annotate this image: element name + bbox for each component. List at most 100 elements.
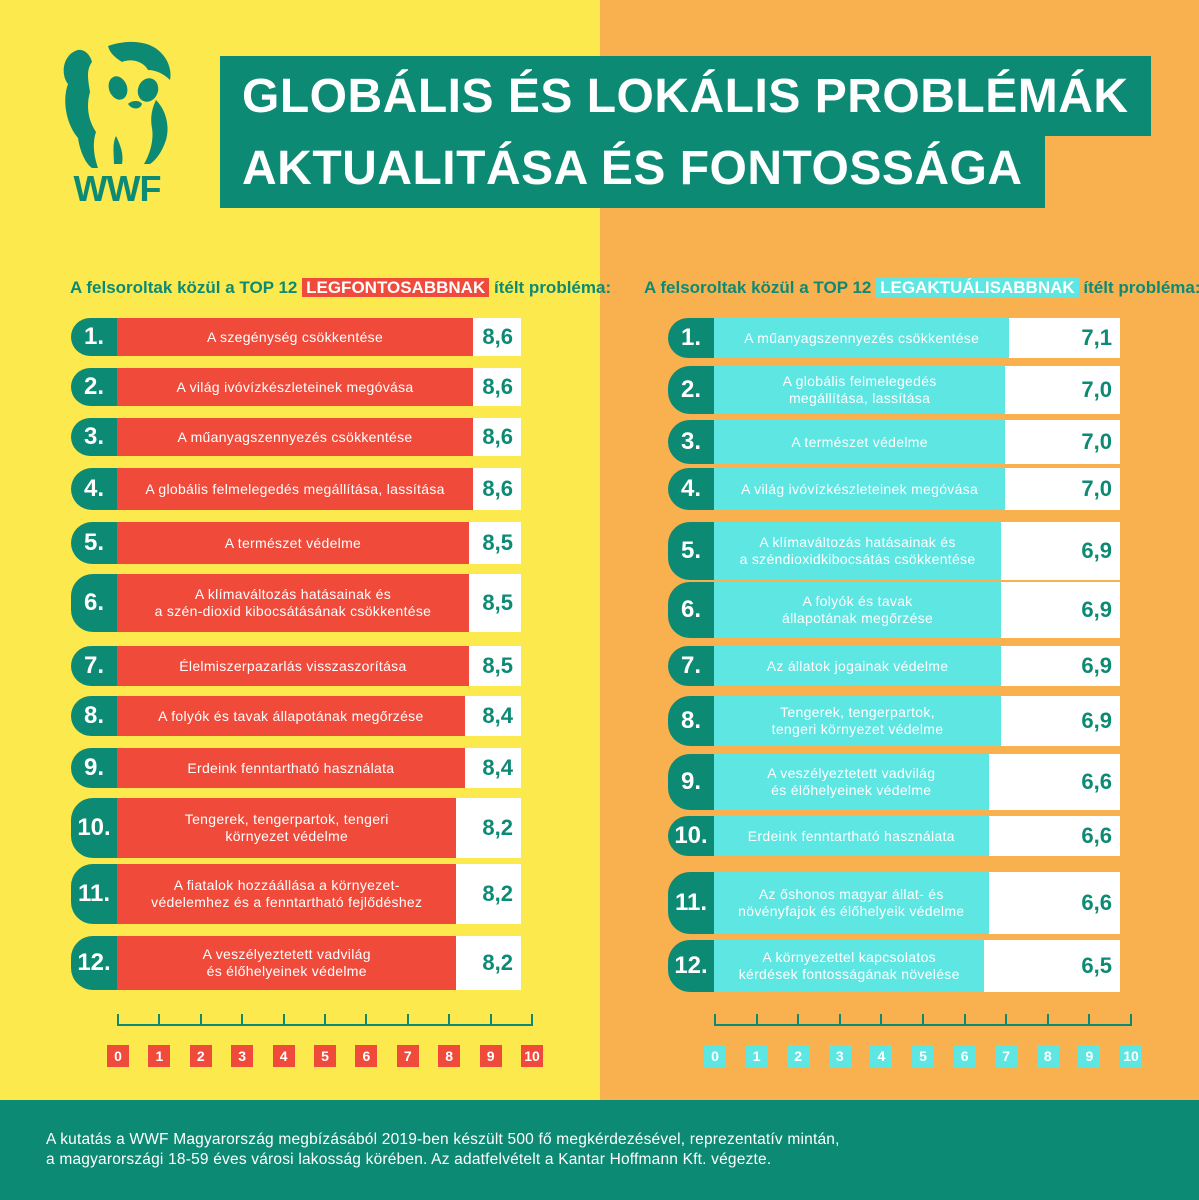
tick-label: 4 — [272, 1045, 295, 1067]
axis-tick — [199, 1014, 202, 1026]
axis-tick — [838, 1014, 841, 1026]
bar: A folyók és tavak állapotának megőrzése — [117, 696, 465, 736]
axis-tick — [797, 1014, 800, 1026]
value-label: 6,6 — [988, 754, 1120, 810]
panda-logo-icon — [58, 40, 178, 210]
tick-label: 8 — [1036, 1045, 1059, 1067]
axis-tick — [963, 1014, 966, 1026]
rank-label: 5. — [668, 522, 714, 580]
axis-tick — [880, 1014, 883, 1026]
bar: A folyók és tavak állapotának megőrzése — [714, 582, 1002, 638]
bar: A klímaváltozás hatásainak és a szén-dio… — [117, 574, 469, 632]
tick-label: 2 — [189, 1045, 212, 1067]
value-label: 8,2 — [456, 864, 521, 924]
tick-label: 7 — [396, 1045, 419, 1067]
bar-row: 11. Az őshonos magyar állat- és növényfaj… — [668, 872, 1120, 934]
bar-row: 7. Az állatok jogainak védelme 6,9 — [668, 646, 1120, 686]
bar: Erdeink fenntartható használata — [714, 816, 989, 856]
rank-label: 11. — [668, 872, 714, 934]
axis-tick — [365, 1014, 368, 1026]
bar: Tengerek, tengerpartok, tengeri környeze… — [117, 798, 457, 858]
logo-text: WWF — [73, 168, 162, 209]
value-label: 8,5 — [468, 646, 521, 686]
rank-label: 8. — [668, 696, 714, 746]
bar-row: 6. A folyók és tavak állapotának megőrzés… — [668, 582, 1120, 638]
bar-row: 10. Tengerek, tengerpartok, tengeri körny… — [71, 798, 521, 858]
bar: A globális felmelegedés megállítása, las… — [117, 468, 474, 510]
rank-label: 5. — [71, 522, 117, 564]
axis-tick — [241, 1014, 244, 1026]
bar-row: 4. A világ ivóvízkészleteinek megóvása 7,0 — [668, 468, 1120, 510]
bar-row: 8. Tengerek, tengerpartok, tengeri környe… — [668, 696, 1120, 746]
value-label: 8,5 — [468, 522, 521, 564]
value-label: 6,9 — [1001, 522, 1120, 580]
tick-label: 2 — [787, 1045, 810, 1067]
value-label: 6,9 — [1001, 646, 1120, 686]
bar-row: 7. Élelmiszerpazarlás visszaszorítása 8,5 — [71, 646, 521, 686]
rank-label: 3. — [71, 418, 117, 456]
axis-tick — [282, 1014, 285, 1026]
axis-tick — [1088, 1014, 1091, 1026]
bar-row: 1. A műanyagszennyezés csökkentése 7,1 — [668, 318, 1120, 358]
tick-label: 0 — [107, 1045, 129, 1067]
tick-label: 10 — [1120, 1045, 1142, 1067]
rank-label: 8. — [71, 696, 117, 736]
tick-label: 9 — [479, 1045, 502, 1067]
tick-label: 3 — [828, 1045, 851, 1067]
axis-tick — [922, 1014, 924, 1026]
axis-tick — [117, 1014, 119, 1026]
axis-tick — [324, 1014, 326, 1026]
bar: Tengerek, tengerpartok, tengeri környeze… — [714, 696, 1002, 746]
tick-label: 0 — [704, 1045, 726, 1067]
bar-row: 12. A környezettel kapcsolatos kérdések f… — [668, 940, 1120, 992]
bar: A globális felmelegedés megállítása, las… — [714, 366, 1006, 414]
axis-tick — [406, 1014, 409, 1026]
bar-row: 5. A klímaváltozás hatásainak és a széndi… — [668, 522, 1120, 580]
bar-row: 3. A műanyagszennyezés csökkentése 8,6 — [71, 418, 521, 456]
left-header-after: ítélt probléma: — [493, 278, 612, 297]
value-label: 6,6 — [988, 816, 1120, 856]
bar: A világ ivóvízkészleteinek megóvása — [714, 468, 1006, 510]
rank-label: 1. — [668, 318, 714, 358]
rank-label: 1. — [71, 318, 117, 356]
tick-label: 5 — [314, 1045, 336, 1067]
bar: A veszélyeztetett vadvilág és élőhelyein… — [117, 936, 457, 990]
page-title-line1: GLOBÁLIS ÉS LOKÁLIS PROBLÉMÁK — [220, 56, 1151, 136]
tick-label: 5 — [912, 1045, 934, 1067]
right-chart-header: A felsoroltak közül a TOP 12 LEGAKTUÁLIS… — [644, 276, 1199, 300]
left-header-before: A felsoroltak közül a TOP 12 — [70, 278, 298, 297]
footer-line1: A kutatás a WWF Magyarország megbízásábó… — [46, 1131, 840, 1148]
bar-row: 10. Erdeink fenntartható használata 6,6 — [668, 816, 1120, 856]
tick-label: 6 — [355, 1045, 378, 1067]
bar-row: 3. A természet védelme 7,0 — [668, 420, 1120, 464]
bar-row: 5. A természet védelme 8,5 — [71, 522, 521, 564]
bar: Erdeink fenntartható használata — [117, 748, 465, 788]
footer-line2: a magyarországi 18-59 éves városi lakoss… — [46, 1151, 772, 1168]
tick-label: 8 — [438, 1045, 461, 1067]
rank-label: 2. — [668, 366, 714, 414]
rank-label: 9. — [71, 748, 117, 788]
page-title-line2: AKTUALITÁSA ÉS FONTOSSÁGA — [220, 136, 1045, 208]
value-label: 6,6 — [988, 872, 1120, 934]
tick-label: 3 — [231, 1045, 254, 1067]
value-label: 8,6 — [473, 368, 521, 406]
x-axis — [117, 1012, 533, 1026]
bar-row: 6. A klímaváltozás hatásainak és a szén-d… — [71, 574, 521, 632]
rank-label: 3. — [668, 420, 714, 464]
bar-row: 1. A szegénység csökkentése 8,6 — [71, 318, 521, 356]
bar: A fiatalok hozzáállása a környezet- véde… — [117, 864, 457, 924]
bar: Az állatok jogainak védelme — [714, 646, 1002, 686]
tick-label: 7 — [995, 1045, 1018, 1067]
axis-tick — [714, 1014, 716, 1026]
rank-label: 10. — [71, 798, 117, 858]
left-chart-header: A felsoroltak közül a TOP 12 LEGFONTOSAB… — [70, 276, 611, 300]
tick-label: 1 — [148, 1045, 171, 1067]
rank-label: 4. — [668, 468, 714, 510]
x-axis — [714, 1012, 1132, 1026]
value-label: 7,0 — [1005, 366, 1120, 414]
bar: A környezettel kapcsolatos kérdések font… — [714, 940, 985, 992]
rank-label: 10. — [668, 816, 714, 856]
right-header-before: A felsoroltak közül a TOP 12 — [644, 278, 872, 297]
value-label: 6,5 — [984, 940, 1120, 992]
value-label: 8,4 — [464, 748, 521, 788]
